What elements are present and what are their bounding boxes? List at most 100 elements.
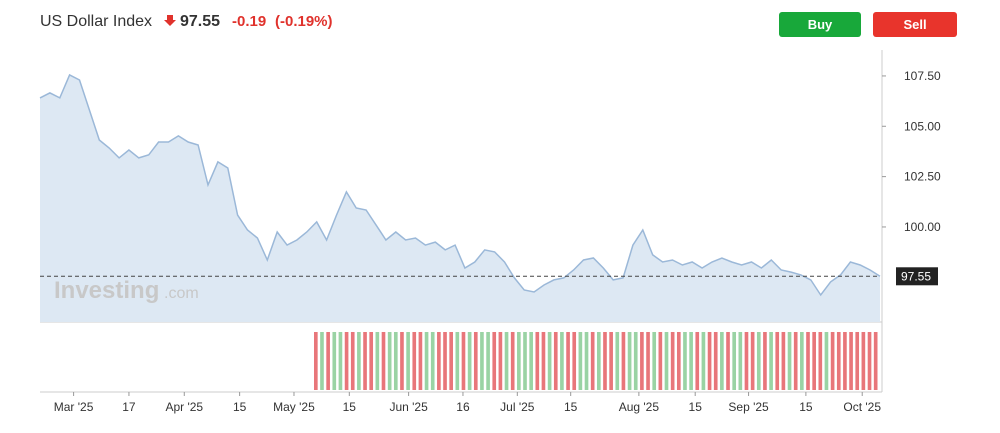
- volume-bar: [800, 332, 804, 390]
- volume-bar: [867, 332, 872, 390]
- volume-bar: [510, 332, 515, 390]
- volume-bar: [566, 332, 570, 390]
- y-tick-label: 107.50: [904, 69, 941, 83]
- volume-bar: [683, 332, 687, 390]
- y-tick-label: 105.00: [904, 119, 941, 133]
- x-tick-label: Oct '25: [843, 400, 881, 414]
- volume-bar: [357, 332, 361, 390]
- volume-bar: [787, 332, 792, 390]
- volume-bar: [824, 332, 829, 390]
- volume-bar: [455, 332, 460, 390]
- x-tick-label: Sep '25: [728, 400, 769, 414]
- volume-bar: [732, 332, 736, 390]
- x-tick-label: 16: [456, 400, 470, 414]
- volume-bar: [676, 332, 681, 390]
- volume-bar: [836, 332, 841, 390]
- volume-bar: [338, 332, 343, 390]
- price: 97.55: [180, 13, 220, 30]
- volume-bar: [535, 332, 540, 390]
- volume-bar: [498, 332, 503, 390]
- watermark: Investing: [54, 277, 159, 304]
- volume-bar: [812, 332, 816, 390]
- volume-bar: [781, 332, 786, 390]
- volume-bar: [701, 332, 706, 390]
- volume-bar: [646, 332, 650, 390]
- volume-bar: [597, 332, 601, 390]
- x-tick-label: 15: [689, 400, 703, 414]
- volume-bar: [756, 332, 761, 390]
- volume-bar: [775, 332, 780, 390]
- buy-button[interactable]: [779, 12, 861, 37]
- volume-bar: [326, 332, 330, 390]
- volume-bar: [400, 332, 404, 390]
- volume-bar: [369, 332, 374, 390]
- volume-bar: [738, 332, 743, 390]
- watermark-suffix: .com: [164, 285, 199, 302]
- volume-bar: [806, 332, 810, 390]
- volume-bar: [560, 332, 564, 390]
- volume-bar: [424, 332, 429, 390]
- last-price-tag: [896, 267, 938, 286]
- volume-bar: [670, 332, 675, 390]
- down-arrow: [164, 15, 176, 26]
- y-tick-label: 100.00: [904, 220, 941, 234]
- volume-bar: [640, 332, 644, 390]
- volume-bar: [720, 332, 724, 390]
- volume-bar: [818, 332, 823, 390]
- volume-bar: [658, 332, 663, 390]
- volume-bar: [332, 332, 337, 390]
- volume-bar: [314, 332, 318, 390]
- volume-bar: [830, 332, 835, 390]
- x-tick-label: Jun '25: [389, 400, 428, 414]
- change-pct: (-0.19%): [275, 13, 333, 30]
- volume-bar: [461, 332, 466, 390]
- change: -0.19: [232, 13, 266, 30]
- volume-bar: [793, 332, 798, 390]
- buy-label[interactable]: Buy: [808, 17, 833, 32]
- volume-bar: [504, 332, 509, 390]
- volume-bar: [375, 332, 380, 390]
- volume-bar: [393, 332, 398, 390]
- volume-bar: [615, 332, 620, 390]
- area-fill: [40, 74, 880, 323]
- x-tick-label: 15: [343, 400, 357, 414]
- volume-bar: [578, 332, 583, 390]
- x-tick-label: May '25: [273, 400, 315, 414]
- sell-label[interactable]: Sell: [903, 17, 926, 32]
- volume-bar: [572, 332, 577, 390]
- volume-bar: [584, 332, 589, 390]
- volume-bar: [713, 332, 718, 390]
- sell-button[interactable]: [873, 12, 957, 37]
- title: US Dollar Index: [40, 13, 152, 30]
- price-line: [39, 73, 881, 297]
- volume-bar: [480, 332, 484, 390]
- volume-bar: [320, 332, 324, 390]
- volume-bar: [627, 332, 632, 390]
- volume-bar: [387, 332, 392, 390]
- volume-bar: [473, 332, 478, 390]
- volume-bar: [437, 332, 441, 390]
- volume-bar: [449, 332, 453, 390]
- volume-bar: [861, 332, 866, 390]
- volume-bar: [689, 332, 693, 390]
- volume-bar: [603, 332, 607, 390]
- x-tick-label: 15: [799, 400, 813, 414]
- volume-bar: [492, 332, 497, 390]
- volume-bar: [344, 332, 349, 390]
- volume-bar: [363, 332, 367, 390]
- volume-bar: [652, 332, 657, 390]
- volume-bar: [350, 332, 355, 390]
- volume-bar: [843, 332, 847, 390]
- x-tick-label: Mar '25: [54, 400, 94, 414]
- volume-bar: [553, 332, 558, 390]
- volume-bar: [430, 332, 435, 390]
- volume-bar: [609, 332, 613, 390]
- volume-bar: [590, 332, 595, 390]
- volume-bar: [769, 332, 773, 390]
- volume-bar: [443, 332, 447, 390]
- volume-bar: [849, 332, 853, 390]
- volume-bar: [486, 332, 490, 390]
- volume-bar: [547, 332, 552, 390]
